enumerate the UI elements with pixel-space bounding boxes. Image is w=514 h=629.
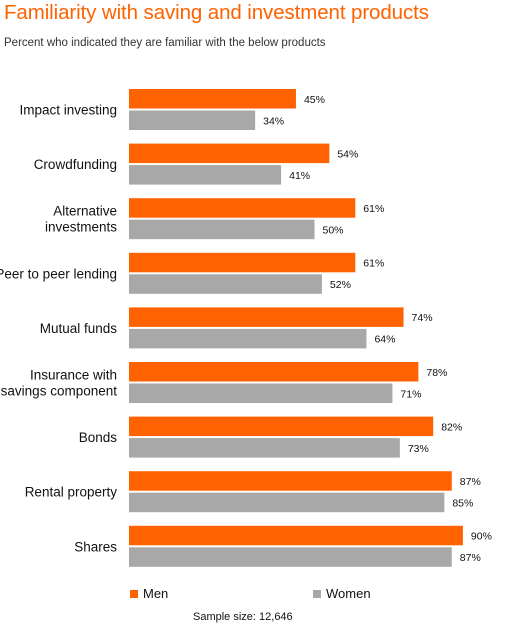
bar-women-9 bbox=[129, 547, 452, 567]
data-label-women-1: 34% bbox=[263, 115, 284, 127]
data-label-women-9: 87% bbox=[460, 552, 481, 564]
legend-men-swatch bbox=[130, 590, 138, 598]
category-label-9: Shares bbox=[74, 539, 117, 554]
legend-women: Women bbox=[313, 586, 371, 601]
legend-women-label: Women bbox=[326, 586, 371, 601]
legend-women-swatch bbox=[313, 590, 321, 598]
bar-men-1 bbox=[129, 89, 296, 109]
data-label-men-8: 87% bbox=[460, 476, 481, 488]
category-label-6: savings component bbox=[1, 384, 118, 399]
bar-women-8 bbox=[129, 492, 445, 513]
bar-men-4 bbox=[129, 252, 356, 273]
bar-women-4 bbox=[129, 274, 322, 294]
category-label-4: Peer to peer lending bbox=[0, 266, 117, 281]
bar-men-5 bbox=[129, 307, 404, 327]
bar-men-3 bbox=[129, 198, 356, 218]
data-label-women-7: 73% bbox=[408, 443, 429, 455]
category-label-6: Insurance with bbox=[30, 368, 117, 383]
category-label-3: Alternative bbox=[53, 204, 117, 219]
data-label-men-6: 78% bbox=[426, 367, 447, 379]
data-label-women-2: 41% bbox=[289, 170, 310, 182]
sample-size-note: Sample size: 12,646 bbox=[193, 611, 293, 623]
data-label-women-6: 71% bbox=[400, 388, 421, 400]
chart-title: Familiarity with saving and investment p… bbox=[4, 1, 429, 24]
category-label-1: Impact investing bbox=[19, 103, 117, 118]
data-label-women-4: 52% bbox=[330, 279, 351, 291]
category-label-5: Mutual funds bbox=[40, 321, 118, 336]
bar-men-9 bbox=[129, 525, 463, 546]
category-label-7: Bonds bbox=[79, 430, 118, 445]
bar-men-6 bbox=[129, 362, 419, 382]
legend-men-label: Men bbox=[143, 586, 169, 601]
bar-women-7 bbox=[129, 438, 400, 458]
category-label-8: Rental property bbox=[25, 485, 118, 500]
data-label-women-8: 85% bbox=[452, 497, 473, 509]
bar-women-3 bbox=[129, 219, 315, 240]
bar-men-8 bbox=[129, 471, 452, 491]
data-label-men-7: 82% bbox=[441, 421, 462, 433]
data-label-men-5: 74% bbox=[412, 312, 433, 324]
bar-women-6 bbox=[129, 383, 393, 403]
category-label-2: Crowdfunding bbox=[34, 157, 117, 172]
legend-men: Men bbox=[130, 586, 168, 601]
chart-subtitle: Percent who indicated they are familiar … bbox=[4, 37, 326, 49]
data-label-men-4: 61% bbox=[363, 258, 384, 270]
data-label-men-1: 45% bbox=[304, 94, 325, 106]
bar-men-7 bbox=[129, 416, 434, 437]
bar-men-2 bbox=[129, 143, 330, 164]
data-label-women-5: 64% bbox=[374, 334, 395, 346]
data-label-men-3: 61% bbox=[363, 203, 384, 215]
bar-women-1 bbox=[129, 110, 256, 130]
category-label-3: investments bbox=[45, 220, 117, 235]
data-label-women-3: 50% bbox=[323, 224, 344, 236]
data-label-men-9: 90% bbox=[471, 531, 492, 543]
bar-women-5 bbox=[129, 328, 367, 349]
bar-chart: 45% 34% Impact investing 54% 41% Crowdfunding… bbox=[0, 89, 492, 567]
data-label-men-2: 54% bbox=[337, 148, 358, 160]
bar-women-2 bbox=[129, 165, 282, 185]
